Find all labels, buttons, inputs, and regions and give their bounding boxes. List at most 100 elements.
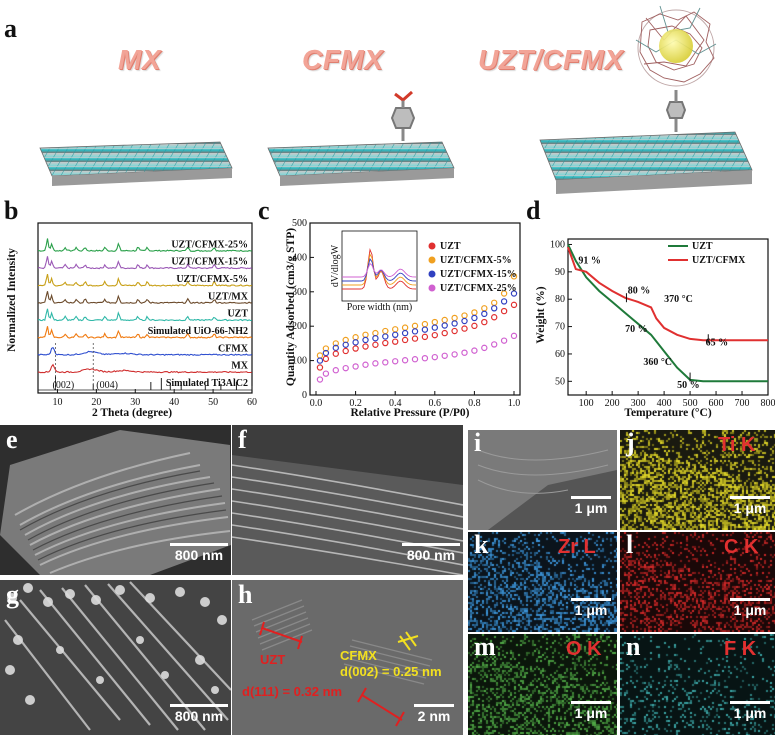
- isotherm-point: [431, 331, 438, 339]
- isotherm-point: [382, 327, 389, 335]
- isotherm-point: [362, 336, 369, 344]
- isotherm-point: [500, 337, 508, 344]
- isotherm-point: [471, 309, 478, 316]
- isotherm-point: [421, 320, 429, 328]
- scale-bar-n: 1 μm: [730, 701, 770, 721]
- tga-ytick-label: 90: [555, 267, 565, 278]
- title-uzt-cfmx: UZT/CFMX: [478, 44, 624, 75]
- isotherm-point: [411, 322, 419, 330]
- isotherm-legend-label: UZT/CFMX-15%: [440, 269, 517, 280]
- isotherm-xtick-label: 0.4: [389, 398, 402, 409]
- isotherm-point: [382, 359, 389, 366]
- eds-ti-canvas: [620, 430, 775, 530]
- tga-xtick-label: 100: [579, 398, 594, 409]
- eds-map-zr: k Zr L 1 μm: [468, 532, 617, 632]
- element-f: F K: [724, 638, 757, 660]
- panel-m-label: m: [474, 634, 496, 661]
- isotherm-legend-marker: [428, 284, 436, 292]
- isotherm-xtick-label: 0.6: [429, 398, 442, 409]
- xrd-xlabel: 2 Theta (degree): [92, 407, 172, 419]
- isotherm-xtick-label: 1.0: [508, 398, 521, 409]
- cfmx-label: CFMX: [340, 648, 377, 663]
- isotherm-point: [342, 341, 349, 348]
- eds-o-canvas: [468, 634, 617, 735]
- panel-f-label: f: [238, 425, 247, 454]
- isotherm-point: [441, 322, 448, 329]
- isotherm-ytick-label: 0: [302, 390, 307, 401]
- inset-frame: [341, 230, 418, 302]
- isotherm-point: [411, 356, 419, 363]
- isotherm-point: [352, 339, 359, 346]
- isotherm-point: [441, 352, 448, 359]
- isotherm-point: [362, 331, 369, 339]
- element-o: O K: [566, 638, 602, 660]
- tga-xtick-label: 800: [761, 398, 775, 409]
- tga-legend-label: UZT: [692, 241, 713, 252]
- isotherm-point: [391, 338, 399, 345]
- isotherm-point: [471, 322, 478, 330]
- isotherm-point: [411, 335, 419, 342]
- eds-map-c: l C K 1 μm: [620, 532, 775, 632]
- eds-map-f: n F K 1 μm: [620, 634, 775, 735]
- panel-g-label: g: [6, 580, 19, 609]
- isotherm-point: [431, 353, 438, 361]
- xrd-curve-label: MX: [231, 361, 248, 372]
- isotherm-point: [510, 273, 518, 280]
- scale-text-i: 1 μm: [574, 500, 608, 516]
- xrd-curve-label: UZT/CFMX-15%: [171, 257, 248, 268]
- cfmx-d-spacing: d(002) = 0.25 nm: [340, 664, 442, 679]
- scale-bar-k: 1 μm: [571, 598, 611, 618]
- isotherm-point: [372, 360, 379, 367]
- panel-b-label: b: [4, 196, 19, 225]
- isotherm-point: [481, 305, 488, 312]
- isotherm-point: [352, 334, 359, 341]
- isotherm-point: [441, 329, 448, 337]
- tga-annotation: 65 %: [706, 338, 729, 349]
- tga-curve: [567, 244, 768, 383]
- eds-f-canvas: [620, 634, 775, 735]
- tga-xtick-label: 200: [605, 398, 620, 409]
- isotherm-chart: Quantity Adsorbed (cm3/g STP) Relative P…: [285, 218, 521, 419]
- panel-h-label: h: [238, 580, 253, 609]
- panel-j-label: j: [626, 430, 635, 457]
- eds-map-ti: j Ti K 1 μm: [620, 430, 775, 530]
- xrd-xtick-label: 20: [91, 397, 101, 408]
- inset-curve: [342, 262, 417, 278]
- isotherm-point: [481, 310, 488, 318]
- isotherm-point: [322, 349, 330, 357]
- isotherm-point: [451, 314, 458, 322]
- xrd-xtick-label: 50: [208, 397, 218, 408]
- isotherm-legend-marker: [428, 270, 436, 278]
- tga-xlabel: Temperature (°C): [624, 407, 711, 419]
- isotherm-point: [500, 298, 508, 305]
- isotherm-xtick-label: 0.8: [468, 398, 481, 409]
- tga-annotation: 80 %: [628, 286, 651, 297]
- uzt-linker: [665, 90, 687, 132]
- isotherm-point: [391, 326, 399, 333]
- isotherm-point: [332, 350, 340, 357]
- sem-f-texture: [232, 425, 463, 575]
- tga-frame: [567, 238, 769, 396]
- eds-map-o: m O K 1 μm: [468, 634, 617, 735]
- isotherm-legend-marker: [428, 242, 436, 250]
- isotherm-legend-label: UZT/CFMX-5%: [440, 255, 512, 266]
- inset-curve: [342, 252, 417, 286]
- isotherm-point: [391, 331, 399, 339]
- isotherm-point: [316, 352, 324, 359]
- isotherm-point: [461, 325, 468, 332]
- inset-ylabel: dV/dlogW: [330, 244, 341, 287]
- isotherm-point: [322, 355, 330, 363]
- isotherm-point: [510, 332, 518, 340]
- xrd-curve-label: UZT/CFMX-5%: [176, 274, 248, 285]
- isotherm-point: [332, 367, 340, 374]
- isotherm-point: [490, 314, 498, 321]
- panel-k-label: k: [474, 532, 489, 559]
- isotherm-point: [322, 370, 330, 377]
- xrd-xtick-label: 30: [130, 397, 140, 408]
- isotherm-point: [500, 290, 508, 297]
- tga-xtick-label: 600: [709, 398, 724, 409]
- isotherm-ytick-label: 300: [292, 287, 307, 298]
- tga-curve: [567, 246, 768, 342]
- uzt-d-spacing: d(111) = 0.32 nm: [242, 684, 343, 699]
